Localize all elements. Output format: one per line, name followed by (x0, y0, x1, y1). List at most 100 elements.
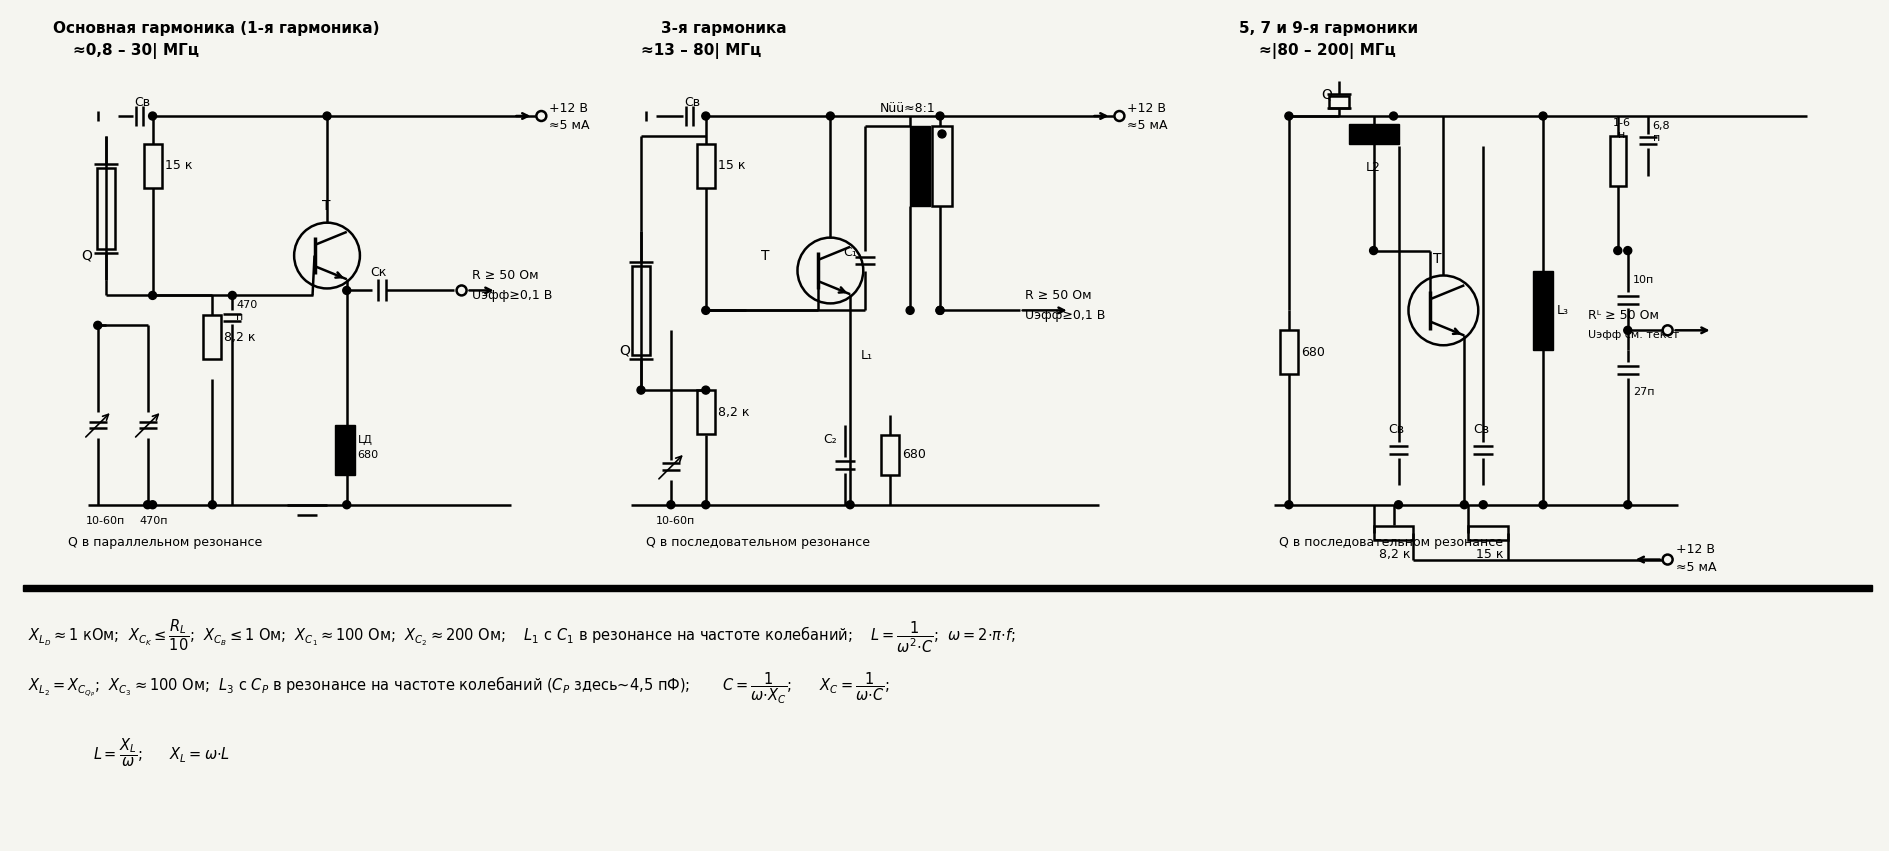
Circle shape (825, 112, 833, 120)
Circle shape (701, 112, 710, 120)
Circle shape (1115, 111, 1124, 121)
Circle shape (667, 500, 674, 509)
Text: L₃: L₃ (1557, 304, 1568, 317)
Circle shape (1370, 247, 1377, 254)
Circle shape (323, 112, 331, 120)
Text: ≈5 мА: ≈5 мА (550, 119, 589, 133)
Text: 15 к: 15 к (718, 159, 744, 173)
Circle shape (1479, 500, 1487, 509)
Circle shape (229, 291, 236, 300)
Bar (910, 126, 929, 206)
Text: Т: Т (759, 248, 769, 263)
Text: Основная гармоника (1-я гармоника): Основная гармоника (1-я гармоника) (53, 20, 380, 36)
Circle shape (701, 500, 710, 509)
Circle shape (342, 500, 351, 509)
Text: 8,2 к: 8,2 к (718, 406, 748, 419)
Text: $X_{L_2}=X_{C_{Q_P}}$;  $X_{C_3}\approx100$ Ом;  $L_3$ с $C_P$ в резонансе на ча: $X_{L_2}=X_{C_{Q_P}}$; $X_{C_3}\approx10… (28, 671, 890, 706)
Circle shape (846, 500, 854, 509)
Circle shape (149, 500, 157, 509)
Circle shape (1623, 326, 1630, 334)
Text: 10-60п: 10-60п (85, 516, 125, 526)
Circle shape (536, 111, 546, 121)
Text: п: п (1651, 133, 1659, 143)
Text: 15 к: 15 к (164, 159, 193, 173)
Text: $L=\dfrac{X_L}{\omega}$;      $X_L=\omega{\cdot}L$: $L=\dfrac{X_L}{\omega}$; $X_L=\omega{\cd… (93, 737, 230, 769)
Circle shape (144, 500, 151, 509)
Circle shape (935, 112, 943, 120)
Text: 470: 470 (236, 300, 257, 311)
Circle shape (149, 112, 157, 120)
Bar (1468, 526, 1507, 540)
Bar (334, 425, 355, 475)
Circle shape (937, 130, 946, 138)
Bar (1349, 124, 1398, 144)
Text: 680: 680 (357, 450, 378, 460)
Bar (96, 168, 115, 248)
Text: Q в последовательном резонансе: Q в последовательном резонансе (1279, 536, 1502, 549)
Bar (1328, 96, 1349, 108)
Text: Q: Q (1320, 87, 1332, 101)
Text: ≈5 мА: ≈5 мА (1128, 119, 1167, 133)
Bar (931, 126, 952, 206)
Text: Rᴸ ≥ 50 Ом: Rᴸ ≥ 50 Ом (1587, 309, 1659, 322)
Circle shape (701, 386, 710, 394)
Text: 27п: 27п (1632, 387, 1653, 397)
Circle shape (935, 306, 943, 314)
Text: 5, 7 и 9-я гармоники: 5, 7 и 9-я гармоники (1239, 20, 1417, 36)
Text: 3-я гармоника: 3-я гармоника (661, 20, 786, 36)
Text: Т: Т (1432, 252, 1441, 266)
Bar (1532, 271, 1553, 351)
Text: 8,2 к: 8,2 к (225, 331, 255, 344)
Circle shape (905, 306, 914, 314)
Bar (697, 144, 714, 188)
Text: ≈|80 – 200| МГц: ≈|80 – 200| МГц (1258, 43, 1394, 60)
Circle shape (1538, 500, 1547, 509)
Bar (880, 435, 899, 475)
Text: R ≥ 50 Ом: R ≥ 50 Ом (470, 269, 538, 282)
Circle shape (637, 386, 644, 394)
Circle shape (1613, 247, 1621, 254)
Text: Св: Св (1473, 424, 1489, 437)
Circle shape (457, 285, 467, 295)
Circle shape (935, 306, 943, 314)
Text: L2: L2 (1366, 162, 1379, 174)
Text: LД: LД (357, 435, 372, 445)
Bar (144, 144, 161, 188)
Text: 680: 680 (901, 448, 926, 461)
Circle shape (1662, 325, 1672, 335)
Bar (204, 316, 221, 359)
Text: 15 к: 15 к (1475, 548, 1504, 561)
Circle shape (1623, 247, 1630, 254)
Text: С₁: С₁ (842, 246, 856, 259)
Text: 470п: 470п (140, 516, 168, 526)
Text: Q в параллельном резонансе: Q в параллельном резонансе (68, 536, 263, 549)
Text: Uэфф≥0,1 В: Uэфф≥0,1 В (470, 289, 552, 302)
Circle shape (1285, 112, 1292, 120)
Text: Ск: Ск (370, 266, 385, 279)
Text: Св: Св (684, 95, 699, 109)
Text: 6,8: 6,8 (1651, 121, 1670, 131)
Text: $X_{L_D}\approx1$ кОм;  $X_{C_K}\leq\dfrac{R_L}{10}$;  $X_{C_B}\leq1$ Ом;  $X_{C: $X_{L_D}\approx1$ кОм; $X_{C_K}\leq\dfra… (28, 617, 1014, 655)
Text: Q в последовательном резонансе: Q в последовательном резонансе (646, 536, 869, 549)
Bar (23, 585, 1870, 591)
Text: +12 В: +12 В (550, 101, 587, 115)
Text: ≈5 мА: ≈5 мА (1676, 561, 1715, 574)
Bar (1609, 136, 1625, 186)
Text: Q: Q (620, 343, 629, 357)
Circle shape (94, 322, 102, 329)
Text: +12 В: +12 В (1676, 543, 1713, 556)
Circle shape (342, 287, 351, 294)
Circle shape (1662, 555, 1672, 564)
Text: ≈13 – 80| МГц: ≈13 – 80| МГц (640, 43, 761, 60)
Text: н: н (1617, 130, 1625, 140)
Text: 10-60п: 10-60п (655, 516, 695, 526)
Circle shape (1623, 500, 1630, 509)
Circle shape (1460, 500, 1468, 509)
Text: +12 В: +12 В (1128, 101, 1166, 115)
Text: Uэфф см. текст: Uэфф см. текст (1587, 330, 1677, 340)
Text: Q: Q (81, 248, 93, 263)
Text: Св: Св (1388, 424, 1404, 437)
Bar (697, 390, 714, 434)
Text: L₁: L₁ (859, 349, 873, 362)
Text: 1-6: 1-6 (1611, 118, 1630, 128)
